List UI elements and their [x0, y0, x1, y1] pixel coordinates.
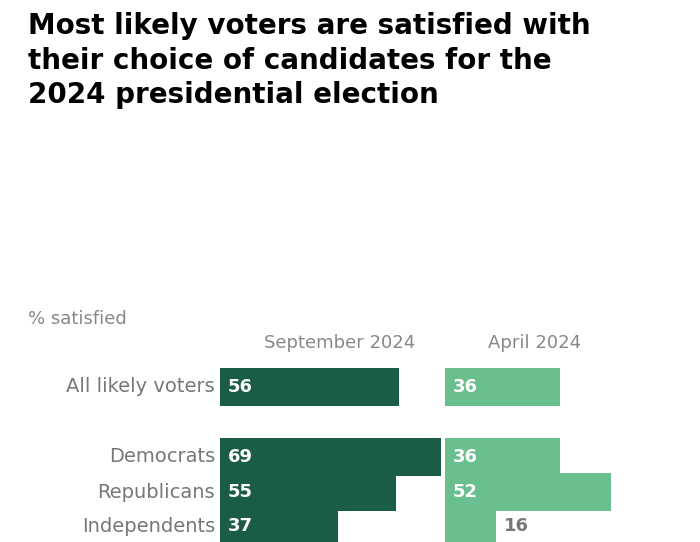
Text: Republicans: Republicans	[97, 482, 215, 501]
Text: September 2024: September 2024	[265, 334, 416, 352]
Text: Independents: Independents	[82, 517, 215, 535]
Text: 55: 55	[228, 483, 253, 501]
Text: % satisfied: % satisfied	[28, 310, 127, 328]
Text: 37: 37	[228, 517, 253, 535]
Bar	[445, 438, 560, 476]
Text: All likely voters: All likely voters	[66, 377, 215, 397]
Text: Democrats: Democrats	[108, 448, 215, 467]
Text: 16: 16	[504, 517, 529, 535]
Bar	[445, 473, 611, 511]
Bar	[220, 473, 396, 511]
Bar	[445, 368, 560, 406]
Text: 56: 56	[228, 378, 253, 396]
Text: April 2024: April 2024	[489, 334, 582, 352]
Text: 69: 69	[228, 448, 253, 466]
Text: 52: 52	[453, 483, 478, 501]
Text: 36: 36	[453, 448, 478, 466]
Bar	[220, 438, 441, 476]
Text: 36: 36	[453, 378, 478, 396]
Bar	[445, 507, 496, 542]
Bar	[220, 507, 338, 542]
Bar	[220, 368, 399, 406]
Text: Most likely voters are satisfied with
their choice of candidates for the
2024 pr: Most likely voters are satisfied with th…	[28, 12, 591, 109]
